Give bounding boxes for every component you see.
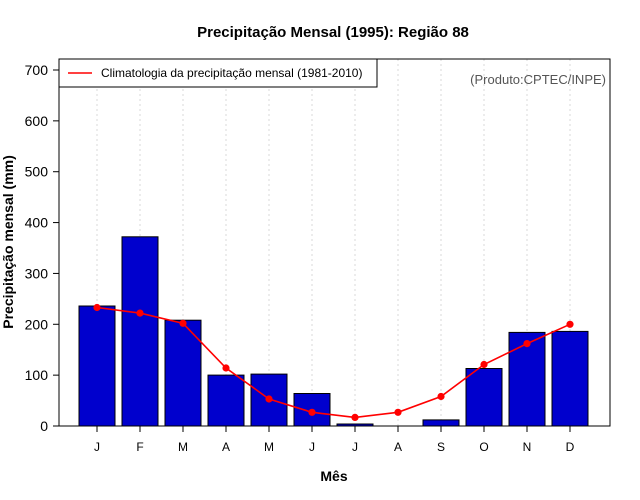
climatology-point-5 [308, 408, 316, 416]
bar-s-8 [422, 419, 460, 427]
chart-title: Precipitação Mensal (1995): Região 88 [197, 24, 469, 41]
y-tick-label: 600 [25, 113, 49, 129]
climatology-point-6 [351, 413, 359, 421]
climatology-point-8 [437, 392, 445, 401]
bar-a-3 [207, 374, 245, 427]
x-tick-label: A [222, 440, 230, 454]
x-tick-label: A [394, 440, 402, 454]
x-tick-label: D [566, 440, 575, 454]
x-tick-label: O [479, 440, 488, 454]
legend-entry-climatology: Climatologia da precipitação mensal (198… [101, 66, 362, 80]
climatology-point-3 [222, 364, 230, 372]
climatology-point-9 [480, 360, 488, 369]
x-axis-title: Mês [320, 468, 347, 484]
climatology-point-11 [566, 320, 574, 328]
y-tick-label: 500 [25, 164, 49, 180]
legend-box [58, 58, 378, 88]
x-tick-label: J [94, 440, 100, 454]
climatology-point-7 [394, 408, 402, 416]
legend: Climatologia da precipitação mensal (198… [58, 58, 378, 88]
y-tick-label: 100 [25, 367, 49, 383]
climatology-line [96, 306, 571, 419]
bar-m-2 [164, 319, 202, 427]
bar-n-10 [508, 331, 546, 427]
y-tick-label: 700 [25, 62, 49, 78]
credit-annotation: (Produto:CPTEC/INPE) [470, 72, 606, 87]
x-tick-label: S [437, 440, 445, 454]
bars [78, 236, 589, 427]
climatology-point-4 [265, 395, 273, 403]
bar-d-11 [551, 330, 589, 427]
y-tick-label: 200 [25, 316, 49, 332]
x-tick-label: M [264, 440, 274, 454]
bar-j-0 [78, 305, 116, 427]
climatology-point-1 [136, 309, 144, 317]
x-tick-label: F [136, 440, 143, 454]
y-axis: 0 100 200 300 400 500 600 700 [25, 62, 59, 434]
y-axis-title: Precipitação mensal (mm) [0, 155, 16, 329]
climatology-point-10 [523, 340, 531, 348]
bar-o-9 [465, 368, 503, 427]
climatology-point-2 [179, 319, 187, 327]
y-tick-label: 300 [25, 265, 49, 281]
x-tick-label: M [178, 440, 188, 454]
climatology-series [93, 303, 574, 421]
x-tick-label: J [352, 440, 358, 454]
y-tick-label: 400 [25, 215, 49, 231]
x-tick-label: J [309, 440, 315, 454]
bar-f-1 [121, 236, 159, 427]
climatology-point-0 [93, 303, 101, 312]
y-tick-label: 0 [40, 418, 48, 434]
x-tick-label: N [523, 440, 532, 454]
